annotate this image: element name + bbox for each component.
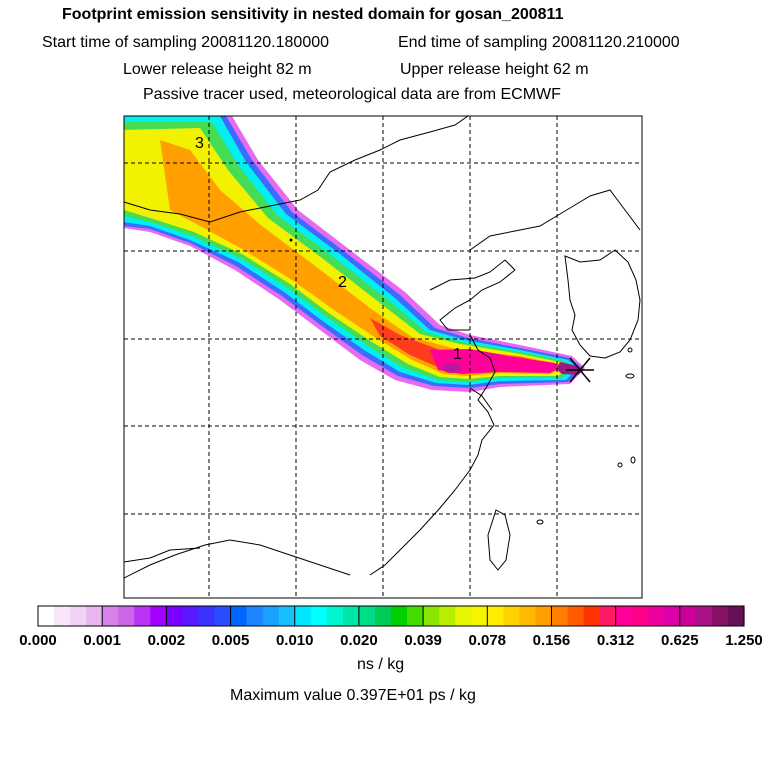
colorbar-segment xyxy=(551,606,569,626)
colorbar: 0.000 0.001 0.002 0.005 0.010 0.020 0.039 0.078… xyxy=(19,605,763,649)
colorbar-segment xyxy=(86,606,103,626)
receptor-marker xyxy=(566,357,594,383)
plume-yellow xyxy=(124,128,570,379)
colorbar-tick-label: 0.020 xyxy=(340,632,378,649)
colorbar-segment xyxy=(54,606,71,626)
plume-core-patch xyxy=(442,363,462,373)
coastline-bohai xyxy=(429,259,516,331)
units-label: ns / kg xyxy=(357,656,405,673)
figure-title: Footprint emission sensitivity in nested… xyxy=(62,6,564,23)
tracer-note: Passive tracer used, meteorological data… xyxy=(143,86,561,103)
max-value-label: Maximum value 0.397E+01 ps / kg xyxy=(230,687,476,704)
colorbar-segment xyxy=(134,606,151,626)
colorbar-tick-label: 0.002 xyxy=(148,632,186,649)
colorbar-segment xyxy=(455,606,472,626)
colorbar-segment xyxy=(278,606,296,626)
colorbar-tick-label: 0.005 xyxy=(212,632,250,649)
colorbar-segment xyxy=(182,606,200,626)
upper-height-label: Upper release height 62 m xyxy=(400,61,589,78)
colorbar-segment xyxy=(679,606,697,626)
plume-label-2: 2 xyxy=(338,274,347,291)
colorbar-segment xyxy=(423,606,440,626)
plume-label-1: 1 xyxy=(453,346,462,363)
island-3 xyxy=(617,462,623,468)
plume-magenta-core xyxy=(430,349,560,374)
colorbar-tick-label: 0.000 xyxy=(19,632,57,649)
island-4 xyxy=(536,519,544,525)
coastline-taiwan xyxy=(487,509,511,571)
colorbar-segment xyxy=(663,606,681,626)
colorbar-segment xyxy=(150,606,167,626)
colorbar-segment xyxy=(262,606,280,626)
colorbar-segment xyxy=(727,606,745,626)
plume-label-3: 3 xyxy=(195,135,204,152)
island-2 xyxy=(630,456,636,464)
colorbar-segment xyxy=(102,606,119,626)
colorbar-segment xyxy=(70,606,87,626)
colorbar-segment xyxy=(166,606,184,626)
colorbar-segment xyxy=(647,606,665,626)
border-small xyxy=(124,547,201,563)
colorbar-tick-label: 0.312 xyxy=(597,632,635,649)
colorbar-segment xyxy=(214,606,232,626)
coastline-south xyxy=(124,539,351,579)
colorbar-segment xyxy=(358,606,376,626)
colorbar-tick-labels: 0.000 0.001 0.002 0.005 0.010 0.020 0.039 0.078… xyxy=(19,632,763,649)
lower-height-label: Lower release height 82 m xyxy=(123,61,312,78)
colorbar-segment xyxy=(695,606,713,626)
colorbar-segment xyxy=(631,606,649,626)
colorbar-segment xyxy=(599,606,617,626)
start-time-label: Start time of sampling 20081120.180000 xyxy=(42,34,330,51)
colorbar-segment xyxy=(118,606,135,626)
colorbar-segment xyxy=(567,606,585,626)
colorbar-segment xyxy=(519,606,537,626)
colorbar-segment xyxy=(326,606,344,626)
map-frame xyxy=(123,115,643,599)
border-line-east xyxy=(469,189,641,251)
colorbar-segment xyxy=(310,606,328,626)
colorbar-segment xyxy=(342,606,360,626)
plume-purple-core xyxy=(556,362,584,375)
colorbar-segment xyxy=(391,606,408,626)
colorbar-segment xyxy=(583,606,601,626)
colorbar-tick-label: 1.250 xyxy=(725,632,763,649)
colorbar-segment xyxy=(246,606,264,626)
colorbar-segment xyxy=(230,606,248,626)
colorbar-tick-label: 0.625 xyxy=(661,632,699,649)
colorbar-tick-label: 0.156 xyxy=(533,632,571,649)
colorbar-segment xyxy=(487,606,504,626)
colorbar-tick-label: 0.001 xyxy=(83,632,121,649)
colorbar-segment xyxy=(471,606,488,626)
plume-orange xyxy=(160,140,562,376)
end-time-label: End time of sampling 20081120.210000 xyxy=(398,34,680,51)
island-1 xyxy=(625,373,635,379)
colorbar-frame xyxy=(37,605,745,627)
coastline-china-east xyxy=(369,334,496,576)
point-marker xyxy=(289,238,293,242)
colorbar-segment xyxy=(38,606,55,626)
colorbar-segment xyxy=(711,606,729,626)
coastline-korea xyxy=(564,249,641,359)
island-5 xyxy=(627,347,633,353)
border-line-north xyxy=(124,116,469,223)
colorbar-segment xyxy=(615,606,633,626)
colorbar-segment xyxy=(407,606,424,626)
colorbar-segments xyxy=(38,606,745,626)
colorbar-tick-label: 0.010 xyxy=(276,632,314,649)
colorbar-segment xyxy=(198,606,216,626)
yangtze-coast xyxy=(469,387,493,411)
colorbar-segment xyxy=(374,606,392,626)
colorbar-tick-label: 0.078 xyxy=(468,632,506,649)
colorbar-segment xyxy=(294,606,312,626)
colorbar-segment xyxy=(503,606,520,626)
colorbar-segment xyxy=(535,606,553,626)
colorbar-tick-label: 0.039 xyxy=(404,632,442,649)
colorbar-segment xyxy=(439,606,456,626)
